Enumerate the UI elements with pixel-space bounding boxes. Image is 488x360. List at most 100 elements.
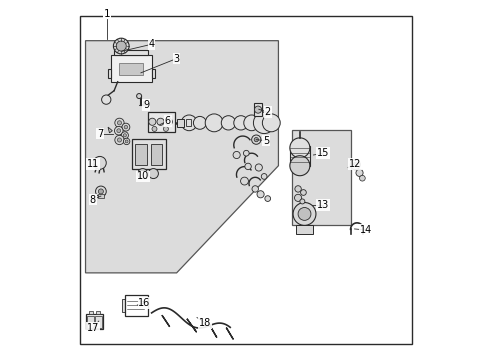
Text: 16: 16 [138, 298, 150, 308]
Bar [87, 316, 94, 328]
Circle shape [264, 196, 270, 202]
Text: 15: 15 [316, 148, 328, 158]
Text: 5: 5 [262, 136, 268, 146]
Circle shape [294, 186, 301, 192]
Bar [89, 311, 93, 314]
Text: 9: 9 [143, 100, 149, 110]
Bar [289, 146, 309, 166]
Text: 2: 2 [264, 107, 270, 117]
Circle shape [136, 94, 142, 99]
Text: 4: 4 [148, 39, 154, 49]
Circle shape [121, 132, 128, 139]
Circle shape [125, 140, 128, 143]
Circle shape [355, 169, 363, 176]
Text: 8: 8 [89, 195, 96, 204]
Circle shape [299, 199, 304, 204]
Bar [185, 119, 190, 126]
Text: 18: 18 [199, 318, 211, 328]
Circle shape [352, 162, 357, 167]
Circle shape [98, 189, 103, 194]
Circle shape [261, 174, 266, 179]
Polygon shape [108, 127, 112, 133]
Bar [148, 112, 175, 132]
Circle shape [124, 125, 127, 129]
Text: 7: 7 [97, 129, 103, 139]
Bar [95, 316, 102, 328]
Circle shape [114, 126, 123, 135]
Circle shape [359, 175, 365, 181]
Circle shape [233, 152, 240, 158]
Circle shape [294, 194, 301, 202]
Circle shape [233, 116, 247, 130]
Bar [119, 63, 142, 75]
Text: 12: 12 [348, 159, 361, 169]
Bar [124, 295, 148, 316]
Bar [122, 298, 125, 312]
Bar [132, 139, 165, 169]
Circle shape [221, 116, 235, 130]
Circle shape [152, 126, 157, 131]
Circle shape [240, 177, 248, 185]
Circle shape [163, 126, 168, 131]
Circle shape [123, 138, 130, 145]
Bar [291, 130, 350, 225]
Circle shape [262, 114, 280, 132]
Circle shape [251, 135, 261, 144]
Circle shape [157, 118, 164, 125]
Circle shape [115, 135, 124, 145]
Circle shape [257, 191, 264, 198]
Circle shape [181, 115, 197, 131]
Text: 14: 14 [359, 225, 371, 235]
Circle shape [148, 168, 158, 179]
Bar [176, 118, 184, 127]
Bar [114, 50, 148, 55]
Circle shape [254, 106, 261, 113]
Circle shape [117, 121, 122, 125]
Polygon shape [85, 41, 278, 273]
Circle shape [243, 150, 248, 156]
Circle shape [300, 190, 305, 195]
Text: 10: 10 [136, 171, 148, 181]
Circle shape [113, 38, 129, 54]
Circle shape [253, 112, 274, 134]
Text: 6: 6 [164, 116, 170, 126]
Circle shape [102, 95, 111, 104]
Circle shape [93, 157, 106, 169]
Circle shape [193, 116, 206, 129]
Circle shape [244, 115, 259, 131]
Text: 13: 13 [316, 200, 328, 210]
Circle shape [254, 138, 258, 142]
Bar [151, 69, 155, 78]
Bar [85, 314, 103, 329]
Text: 17: 17 [86, 323, 99, 333]
Circle shape [117, 129, 121, 132]
Bar [135, 144, 147, 165]
Bar [107, 69, 111, 78]
Circle shape [251, 186, 258, 192]
Circle shape [138, 168, 147, 179]
Bar [110, 55, 151, 82]
Circle shape [349, 159, 360, 170]
Bar [295, 225, 313, 234]
Text: 3: 3 [173, 54, 179, 64]
Circle shape [123, 134, 126, 137]
Circle shape [122, 123, 130, 131]
Bar [98, 194, 103, 198]
Circle shape [255, 164, 262, 171]
Circle shape [298, 207, 310, 220]
Bar [96, 311, 100, 314]
Circle shape [95, 186, 106, 197]
Circle shape [244, 163, 251, 170]
Circle shape [292, 203, 315, 225]
Circle shape [116, 41, 126, 51]
Circle shape [205, 114, 223, 132]
Circle shape [289, 156, 309, 176]
Circle shape [289, 138, 309, 158]
Circle shape [117, 138, 122, 142]
Circle shape [115, 118, 124, 127]
Circle shape [148, 118, 156, 125]
Text: 11: 11 [86, 159, 99, 169]
Circle shape [165, 118, 172, 125]
Bar [150, 144, 162, 165]
Text: 1: 1 [103, 9, 110, 19]
